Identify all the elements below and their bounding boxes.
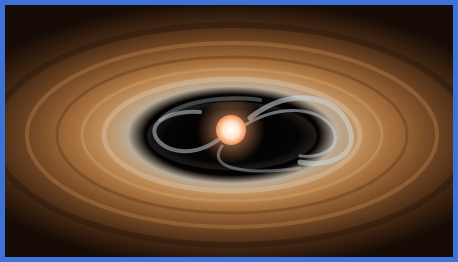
star (216, 115, 246, 145)
image (0, 0, 458, 262)
page (0, 0, 458, 262)
